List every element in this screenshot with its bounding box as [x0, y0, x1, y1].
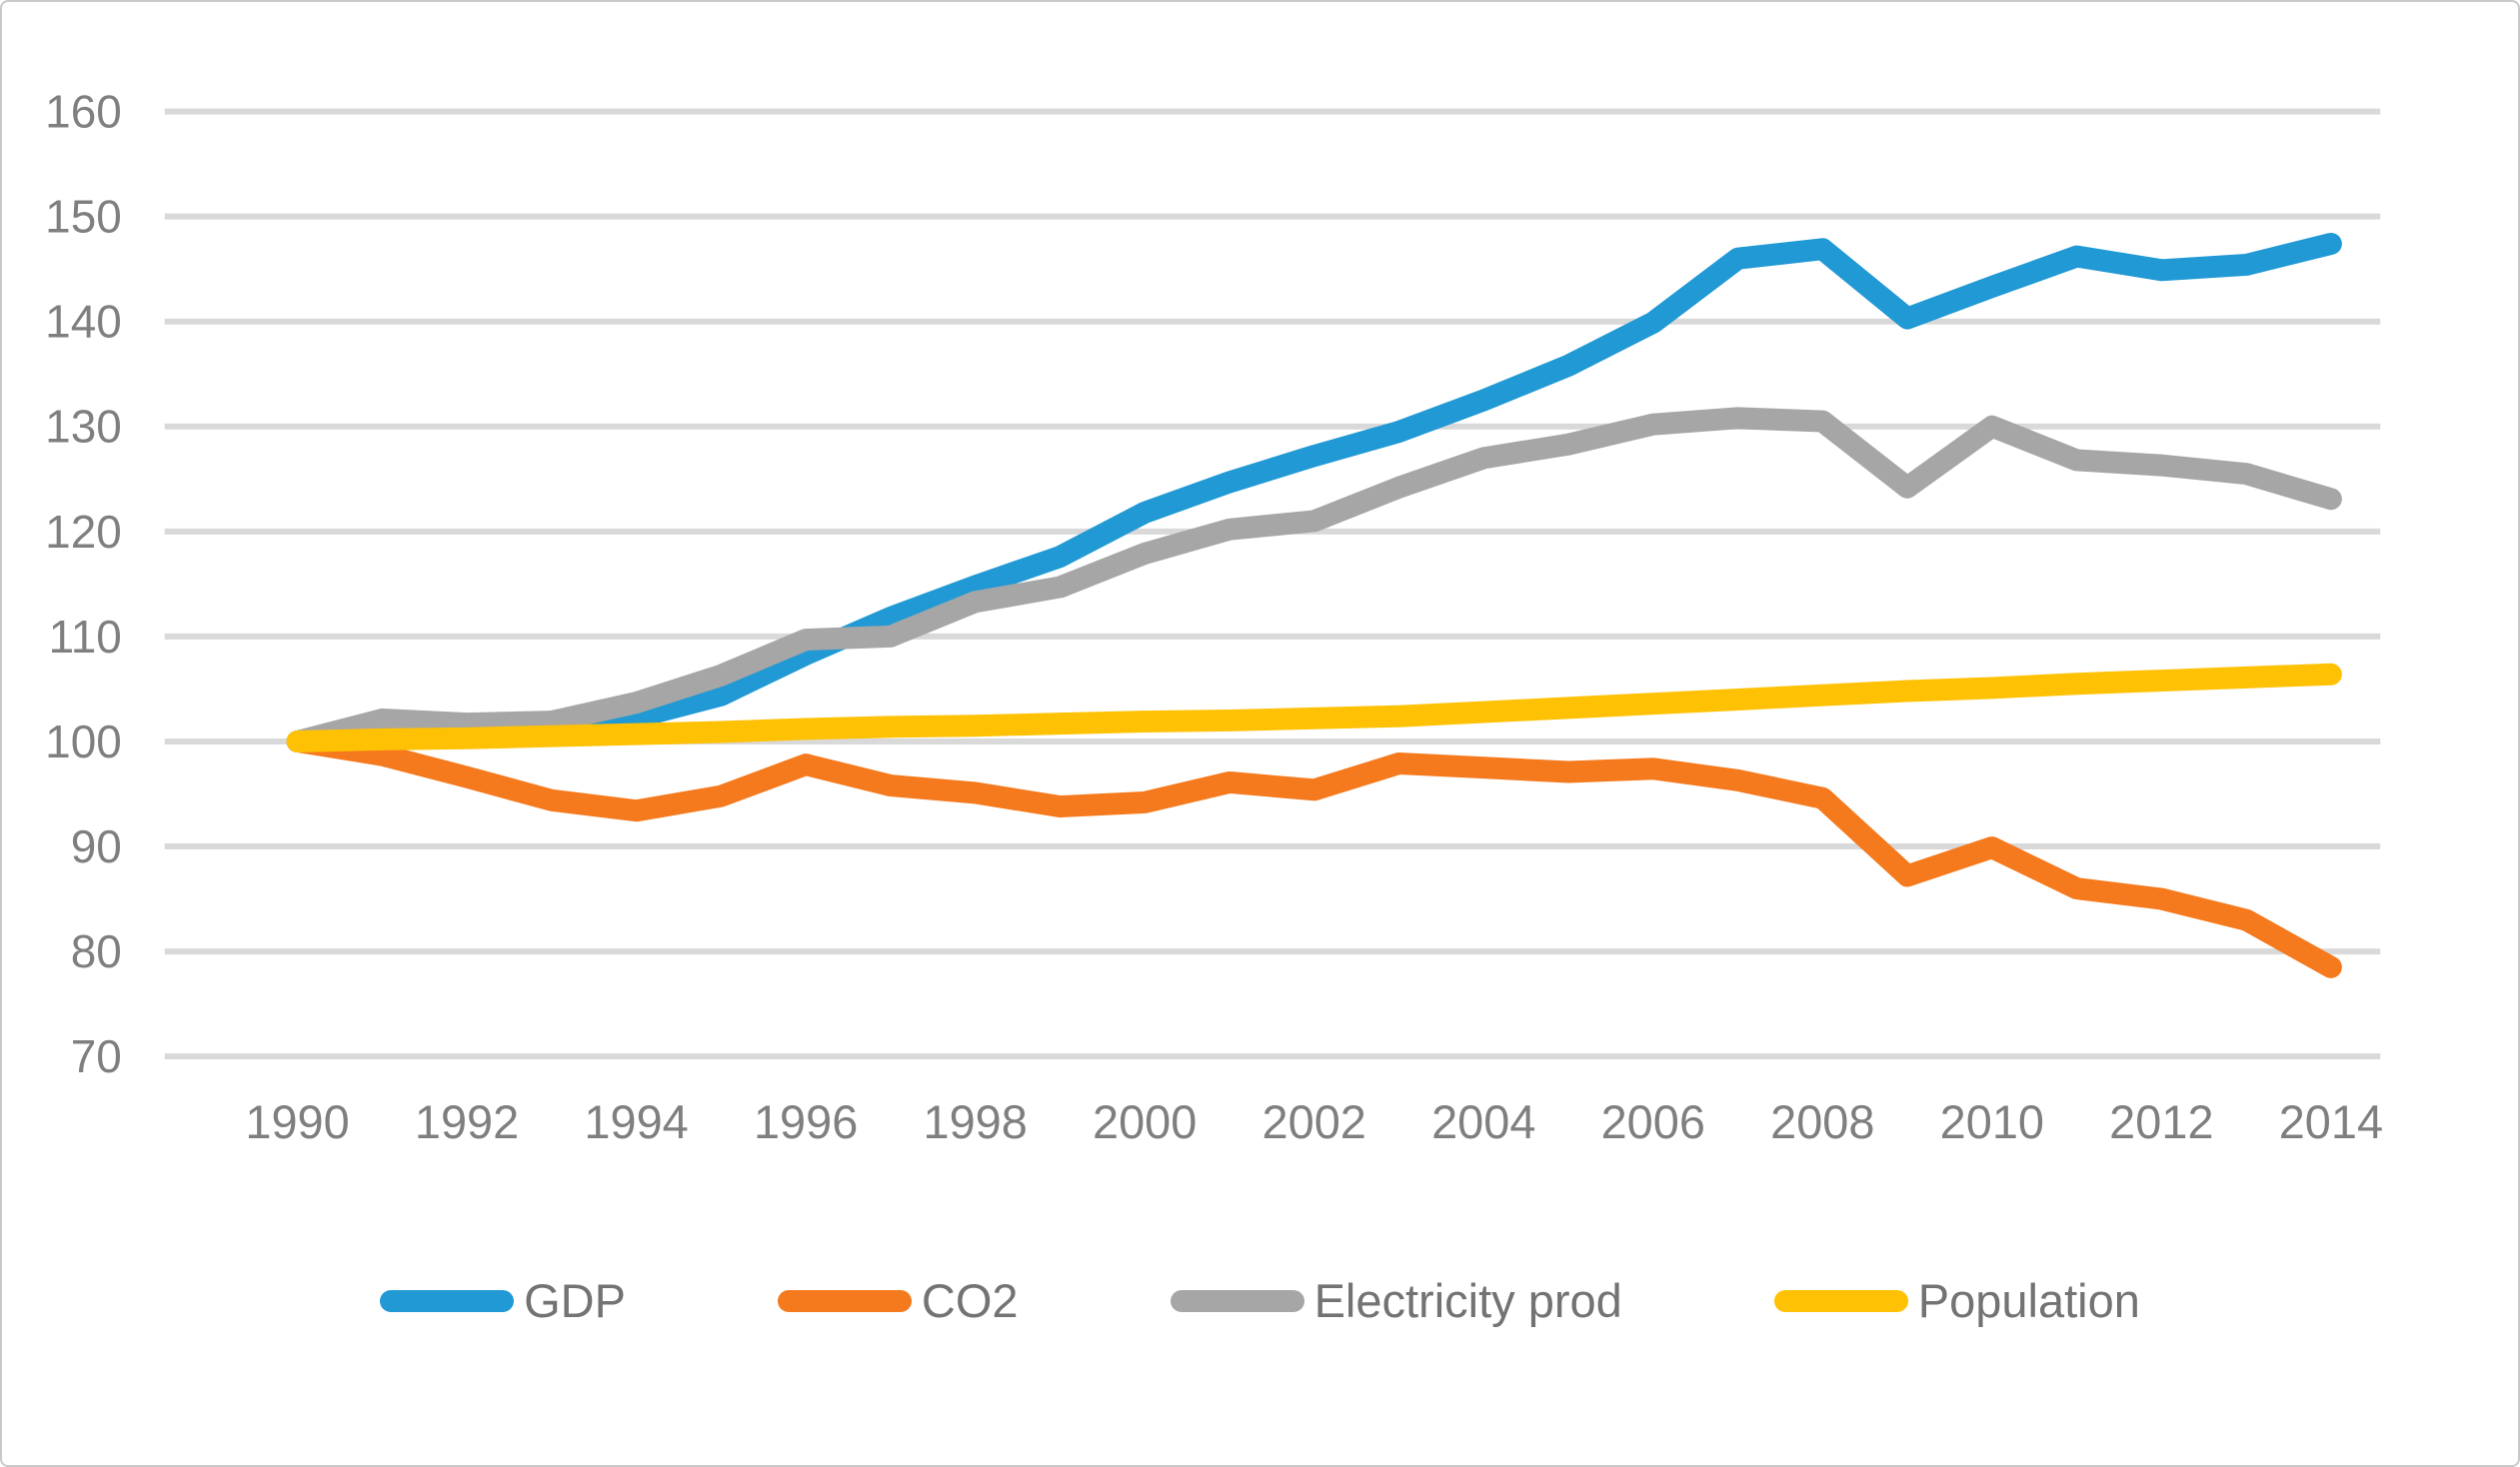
- data-series-lines: [286, 232, 2342, 978]
- legend-item-population: Population: [1773, 1273, 2140, 1328]
- x-tick-label-2012: 2012: [2109, 1096, 2213, 1148]
- x-tick-label-1990: 1990: [245, 1096, 349, 1148]
- legend-label-co2: CO2: [921, 1274, 1019, 1327]
- x-tick-label-2002: 2002: [1262, 1096, 1366, 1148]
- x-tick-label-1996: 1996: [754, 1096, 858, 1148]
- x-tick-label-2004: 2004: [1431, 1096, 1535, 1148]
- gdp-line-swatch-icon: [380, 1289, 515, 1312]
- population-line-swatch-icon: [1773, 1289, 1908, 1312]
- y-tick-label-80: 80: [71, 925, 122, 977]
- legend: GDP CO2 Electricity prod Population: [2, 1273, 2518, 1328]
- series-line-co2: [286, 731, 2342, 978]
- series-line-electricity-prod: [286, 407, 2342, 752]
- x-tick-label-2010: 2010: [1940, 1096, 2044, 1148]
- legend-item-gdp: GDP: [380, 1273, 626, 1328]
- series-line-gdp: [286, 232, 2342, 752]
- y-tick-label-70: 70: [71, 1030, 122, 1082]
- x-tick-label-1992: 1992: [415, 1096, 519, 1148]
- legend-item-electricity: Electricity prod: [1170, 1273, 1622, 1328]
- y-tick-label-120: 120: [45, 506, 122, 558]
- legend-item-co2: CO2: [777, 1273, 1019, 1328]
- co2-line-swatch-icon: [777, 1289, 912, 1312]
- legend-label-electricity: Electricity prod: [1313, 1274, 1622, 1327]
- x-tick-label-2014: 2014: [2279, 1096, 2383, 1148]
- x-tick-label-2008: 2008: [1770, 1096, 1874, 1148]
- x-tick-label-1994: 1994: [584, 1096, 688, 1148]
- x-tick-label-1998: 1998: [923, 1096, 1027, 1148]
- legend-label-population: Population: [1917, 1274, 2140, 1327]
- y-tick-label-130: 130: [45, 401, 122, 453]
- y-tick-label-160: 160: [45, 86, 122, 138]
- y-axis-tick-labels: 160 150 140 130 120 110 100 90 80 70: [45, 86, 122, 1083]
- y-tick-label-90: 90: [71, 820, 122, 872]
- x-tick-label-2006: 2006: [1601, 1096, 1705, 1148]
- y-tick-label-150: 150: [45, 191, 122, 243]
- gridlines: [164, 108, 2381, 1060]
- legend-label-gdp: GDP: [524, 1274, 626, 1327]
- x-axis-tick-labels: 1990 1992 1994 1996 1998 2000 2002 2004 2006 2008…: [245, 1096, 2383, 1148]
- series-line-population: [286, 663, 2342, 752]
- x-tick-label-2000: 2000: [1093, 1096, 1197, 1148]
- y-tick-label-100: 100: [45, 716, 122, 767]
- y-tick-label-110: 110: [49, 611, 122, 663]
- electricity-line-swatch-icon: [1170, 1289, 1304, 1312]
- y-tick-label-140: 140: [45, 296, 122, 348]
